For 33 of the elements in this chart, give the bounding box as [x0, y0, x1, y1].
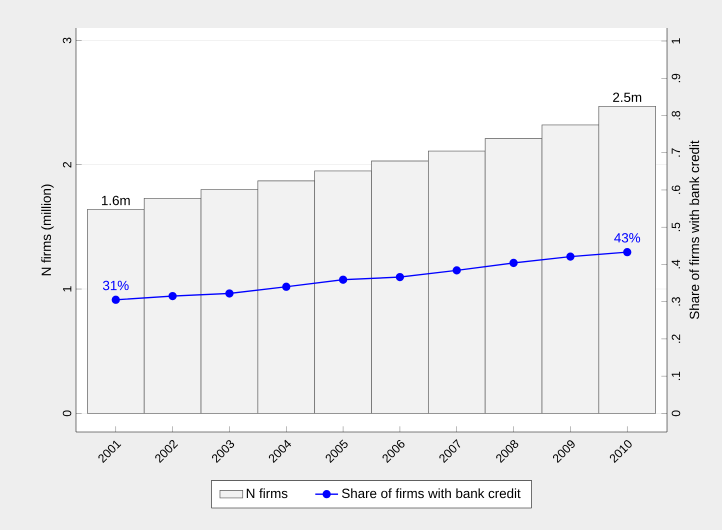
y2-tick-label: .7 [672, 148, 680, 157]
y2-tick-label: .2 [672, 334, 680, 343]
point [623, 248, 632, 256]
y-axis-title: N firms (million) [41, 184, 54, 276]
y2-tick-label: .4 [672, 260, 680, 268]
y-tick-label: 3 [62, 38, 72, 44]
data-label: 2.5m [613, 92, 642, 102]
y2-tick-label: .1 [672, 372, 680, 380]
y2-tick-label: 0 [672, 410, 680, 416]
y2-tick-label: .9 [672, 74, 680, 82]
point [396, 272, 404, 282]
point [168, 292, 177, 300]
y-tick-label: 0 [62, 410, 72, 416]
point [225, 289, 234, 298]
data-label: 43% [614, 233, 640, 243]
point [338, 276, 348, 284]
legend-label: Share of firms with bank credit [342, 488, 521, 498]
point [509, 258, 518, 268]
y2-tick-label: 1 [672, 38, 680, 44]
y-tick-label: 1 [63, 286, 72, 292]
legend-label: N firms [246, 488, 288, 498]
point [112, 296, 120, 304]
y2-axis-title: Share of firms with bank credit [689, 140, 700, 320]
y2-tick-label: .5 [672, 222, 680, 232]
y2-tick-label: .8 [672, 111, 680, 120]
y2-tick-label: .3 [672, 297, 680, 306]
point [566, 252, 575, 261]
point [452, 266, 461, 275]
point [282, 282, 290, 291]
data-label: 31% [102, 280, 129, 290]
y2-tick-label: .6 [672, 185, 680, 194]
y-tick-label: 2 [62, 162, 72, 168]
data-label: 1.6m [102, 196, 130, 206]
